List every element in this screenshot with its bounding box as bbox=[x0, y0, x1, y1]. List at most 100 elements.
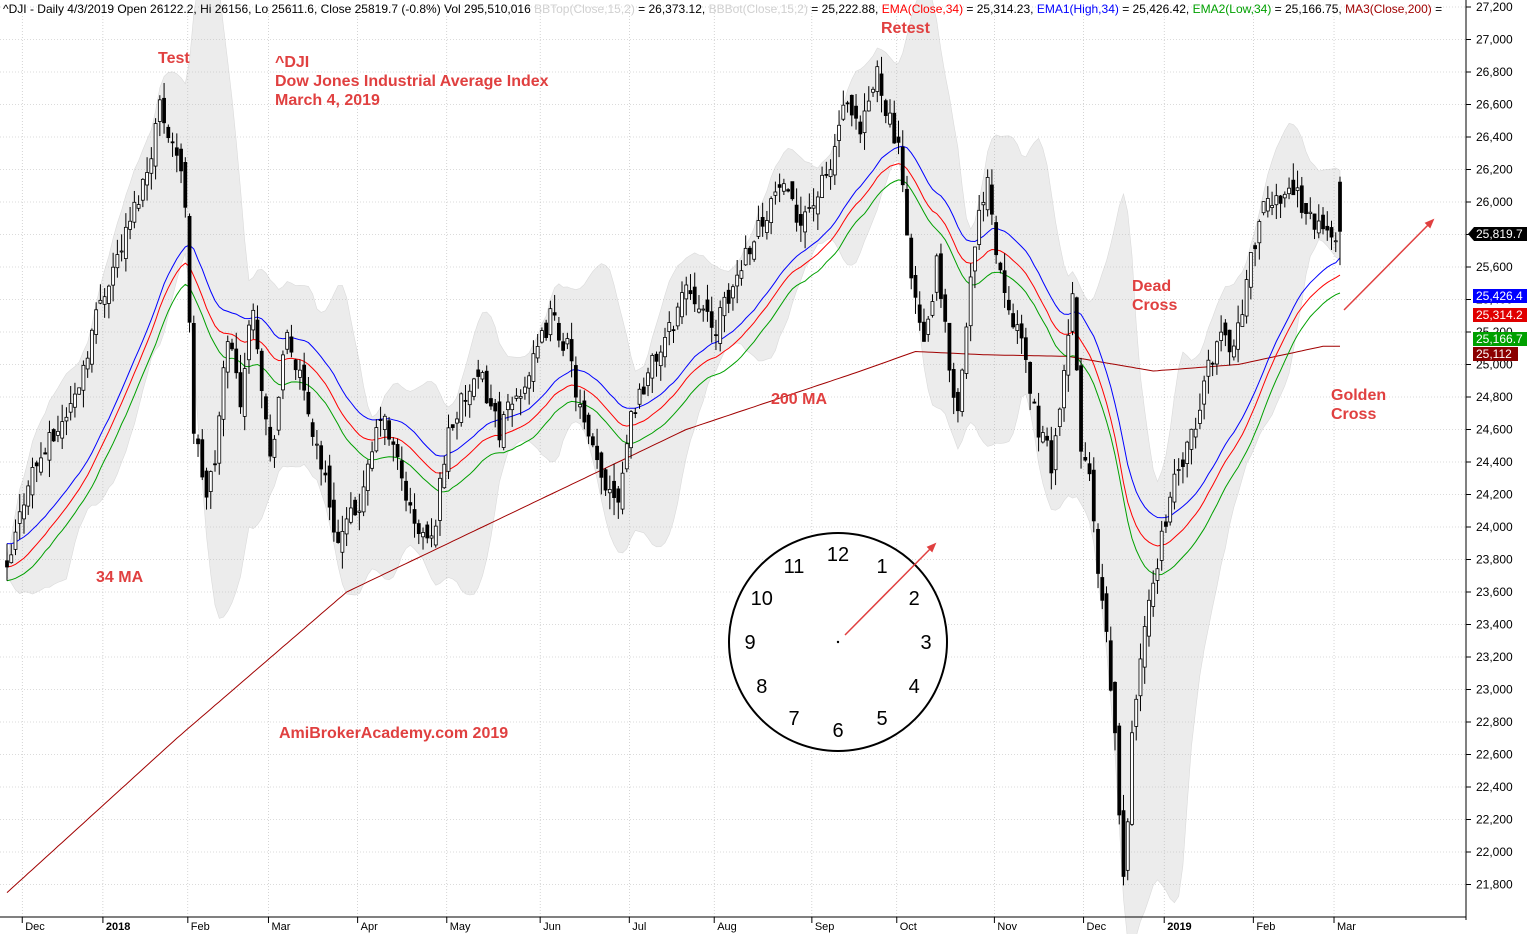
candle-body bbox=[1253, 245, 1257, 250]
candle-body bbox=[1019, 323, 1024, 339]
candle-body bbox=[56, 430, 60, 436]
candle-body bbox=[1248, 252, 1253, 288]
candle-body bbox=[1181, 459, 1185, 467]
candle-body bbox=[98, 299, 103, 304]
header-main: ^DJI - Daily 4/3/2019 Open 26122.2, Hi 2… bbox=[3, 2, 531, 16]
candle-body bbox=[1023, 337, 1028, 360]
y-tick-label: 26,600 bbox=[1476, 98, 1513, 112]
candle-body bbox=[255, 319, 260, 350]
candle-body bbox=[565, 338, 570, 345]
candle-body bbox=[913, 275, 918, 298]
candle-body bbox=[111, 266, 116, 286]
candle-body bbox=[1176, 469, 1181, 471]
candle-body bbox=[790, 181, 795, 200]
chart-header: ^DJI - Daily 4/3/2019 Open 26122.2, Hi 2… bbox=[3, 2, 1442, 16]
y-tick-label: 24,400 bbox=[1476, 455, 1513, 469]
candle-body bbox=[726, 289, 731, 304]
candle-body bbox=[348, 507, 353, 523]
clock-number: 3 bbox=[920, 632, 931, 654]
candle-body bbox=[1100, 577, 1105, 601]
candle-body bbox=[998, 262, 1003, 271]
clock-number: 1 bbox=[876, 556, 887, 578]
candle-body bbox=[960, 369, 965, 412]
candle-body bbox=[281, 354, 285, 391]
candle-body bbox=[586, 414, 591, 437]
y-tick-label: 23,800 bbox=[1476, 553, 1513, 567]
candle-body bbox=[1185, 441, 1190, 464]
candle-body bbox=[701, 308, 706, 311]
candle-body bbox=[1006, 299, 1011, 311]
header-bbtop-label: BBTop(Close,15,2) bbox=[534, 2, 635, 16]
candle-body bbox=[697, 308, 701, 313]
candle-body bbox=[43, 452, 48, 455]
x-tick-label: Dec bbox=[25, 921, 45, 933]
candle-body bbox=[1104, 593, 1109, 632]
candle-body bbox=[115, 254, 120, 269]
clock-number: 2 bbox=[909, 588, 920, 610]
candle-body bbox=[1040, 432, 1045, 443]
candle-body bbox=[1291, 179, 1296, 196]
candle-body bbox=[760, 216, 765, 227]
candle-body bbox=[629, 411, 633, 449]
candle-body bbox=[412, 509, 417, 524]
candle-body bbox=[815, 196, 820, 215]
candle-body bbox=[922, 321, 926, 342]
clock-number: 12 bbox=[827, 544, 849, 566]
candle-body bbox=[1236, 322, 1241, 350]
y-tick-label: 22,600 bbox=[1476, 748, 1513, 762]
candle-body bbox=[119, 250, 124, 253]
candle-body bbox=[1282, 193, 1287, 199]
candle-body bbox=[667, 322, 672, 332]
candle-body bbox=[166, 126, 171, 139]
x-tick-label: Oct bbox=[900, 921, 917, 933]
candle-body bbox=[399, 460, 404, 479]
header-bbbot-label: BBBot(Close,15,2) bbox=[709, 2, 808, 16]
candle-body bbox=[947, 322, 952, 371]
ema-close-line bbox=[6, 163, 1341, 568]
y-tick-label: 23,000 bbox=[1476, 683, 1513, 697]
candle-body bbox=[480, 372, 485, 380]
candle-body bbox=[934, 255, 939, 293]
header-ema1-label: EMA1(High,34) bbox=[1037, 2, 1119, 16]
candle-body bbox=[951, 369, 956, 398]
candle-body bbox=[64, 416, 69, 422]
candle-body bbox=[595, 445, 599, 461]
x-tick-label: Jul bbox=[632, 921, 646, 933]
candle-body bbox=[268, 426, 273, 457]
candle-body bbox=[633, 412, 638, 414]
candle-body bbox=[489, 398, 493, 407]
y-tick-label: 25,600 bbox=[1476, 260, 1513, 274]
candle-body bbox=[582, 400, 587, 423]
annotation-test: Test bbox=[158, 50, 190, 67]
x-tick-label: Feb bbox=[1256, 921, 1275, 933]
watermark: AmiBrokerAcademy.com 2019 bbox=[279, 725, 508, 742]
candle-body bbox=[807, 207, 812, 209]
y-tick-label: 26,400 bbox=[1476, 130, 1513, 144]
candle-body bbox=[646, 372, 650, 386]
candle-body bbox=[849, 94, 854, 116]
candle-body bbox=[421, 532, 425, 538]
candle-body bbox=[183, 162, 188, 208]
candle-body bbox=[1231, 345, 1236, 358]
header-ema-label: EMA(Close,34) bbox=[882, 2, 963, 16]
candle-body bbox=[556, 322, 561, 341]
candle-body bbox=[1172, 473, 1177, 503]
candle-body bbox=[926, 318, 931, 335]
candle-body bbox=[1159, 530, 1164, 561]
candle-body bbox=[535, 346, 540, 359]
candle-body bbox=[242, 368, 247, 417]
candle-body bbox=[94, 309, 99, 335]
candle-body bbox=[123, 226, 128, 259]
ema-high-line bbox=[6, 145, 1341, 545]
candle-body bbox=[671, 329, 676, 332]
candle-body bbox=[828, 169, 833, 178]
x-tick-label: 2018 bbox=[106, 921, 130, 933]
candle-body bbox=[832, 146, 837, 176]
candle-body bbox=[378, 419, 383, 421]
badge-ema-high-text: 25,426.4 bbox=[1476, 289, 1523, 303]
candle-body bbox=[73, 393, 77, 408]
header-ema-value: = 25,314.23, bbox=[963, 2, 1033, 16]
y-tick-label: 23,200 bbox=[1476, 650, 1513, 664]
candle-body bbox=[1151, 582, 1156, 607]
candle-body bbox=[994, 222, 999, 256]
